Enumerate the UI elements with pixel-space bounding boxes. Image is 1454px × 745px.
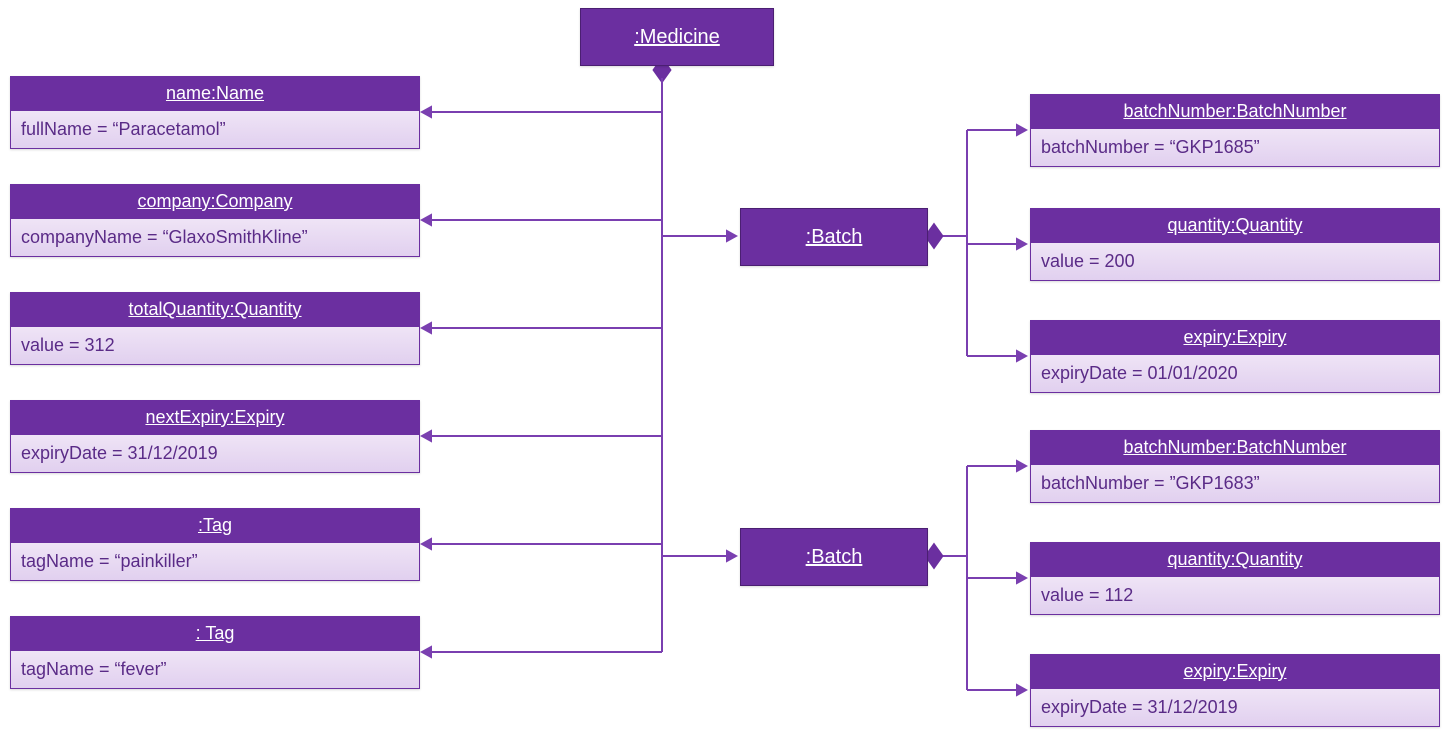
left-obj-0-slot: fullName = “Paracetamol” [11,110,419,148]
left-obj-5-header: : Tag [11,617,419,650]
left-obj-1-slot: companyName = “GlaxoSmithKline” [11,218,419,256]
left-obj-2: totalQuantity:Quantityvalue = 312 [10,292,420,365]
left-obj-4-header: :Tag [11,509,419,542]
batch-1-child-2-header: expiry:Expiry [1031,655,1439,688]
batch-0-child-0-slot: batchNumber = “GKP1685” [1031,128,1439,166]
batch-1-child-2-slot: expiryDate = 31/12/2019 [1031,688,1439,726]
batch-1-child-1: quantity:Quantityvalue = 112 [1030,542,1440,615]
root-medicine: :Medicine [580,8,774,66]
left-obj-5-slot: tagName = “fever” [11,650,419,688]
batch-0-child-2-slot: expiryDate = 01/01/2020 [1031,354,1439,392]
left-obj-4: :TagtagName = “painkiller” [10,508,420,581]
left-obj-0-header: name:Name [11,77,419,110]
left-obj-5: : TagtagName = “fever” [10,616,420,689]
left-obj-3-header: nextExpiry:Expiry [11,401,419,434]
left-obj-2-slot: value = 312 [11,326,419,364]
batch-1-child-2: expiry:ExpiryexpiryDate = 31/12/2019 [1030,654,1440,727]
left-obj-4-slot: tagName = “painkiller” [11,542,419,580]
left-obj-3-slot: expiryDate = 31/12/2019 [11,434,419,472]
left-obj-1: company:CompanycompanyName = “GlaxoSmith… [10,184,420,257]
left-obj-1-header: company:Company [11,185,419,218]
batch-1-child-1-slot: value = 112 [1031,576,1439,614]
batch-0-child-0: batchNumber:BatchNumberbatchNumber = “GK… [1030,94,1440,167]
batch-1-child-0-slot: batchNumber = ”GKP1683” [1031,464,1439,502]
uml-object-diagram: :Medicine name:NamefullName = “Paracetamo… [0,0,1454,745]
left-obj-3: nextExpiry:ExpiryexpiryDate = 31/12/2019 [10,400,420,473]
batch-0: :Batch [740,208,928,266]
left-obj-2-header: totalQuantity:Quantity [11,293,419,326]
batch-0-child-2: expiry:ExpiryexpiryDate = 01/01/2020 [1030,320,1440,393]
batch-1: :Batch [740,528,928,586]
batch-0-child-1-header: quantity:Quantity [1031,209,1439,242]
left-obj-0: name:NamefullName = “Paracetamol” [10,76,420,149]
batch-1-child-0: batchNumber:BatchNumberbatchNumber = ”GK… [1030,430,1440,503]
batch-0-child-0-header: batchNumber:BatchNumber [1031,95,1439,128]
batch-0-child-2-header: expiry:Expiry [1031,321,1439,354]
batch-1-child-0-header: batchNumber:BatchNumber [1031,431,1439,464]
batch-0-child-1: quantity:Quantityvalue = 200 [1030,208,1440,281]
batch-1-child-1-header: quantity:Quantity [1031,543,1439,576]
batch-0-child-1-slot: value = 200 [1031,242,1439,280]
